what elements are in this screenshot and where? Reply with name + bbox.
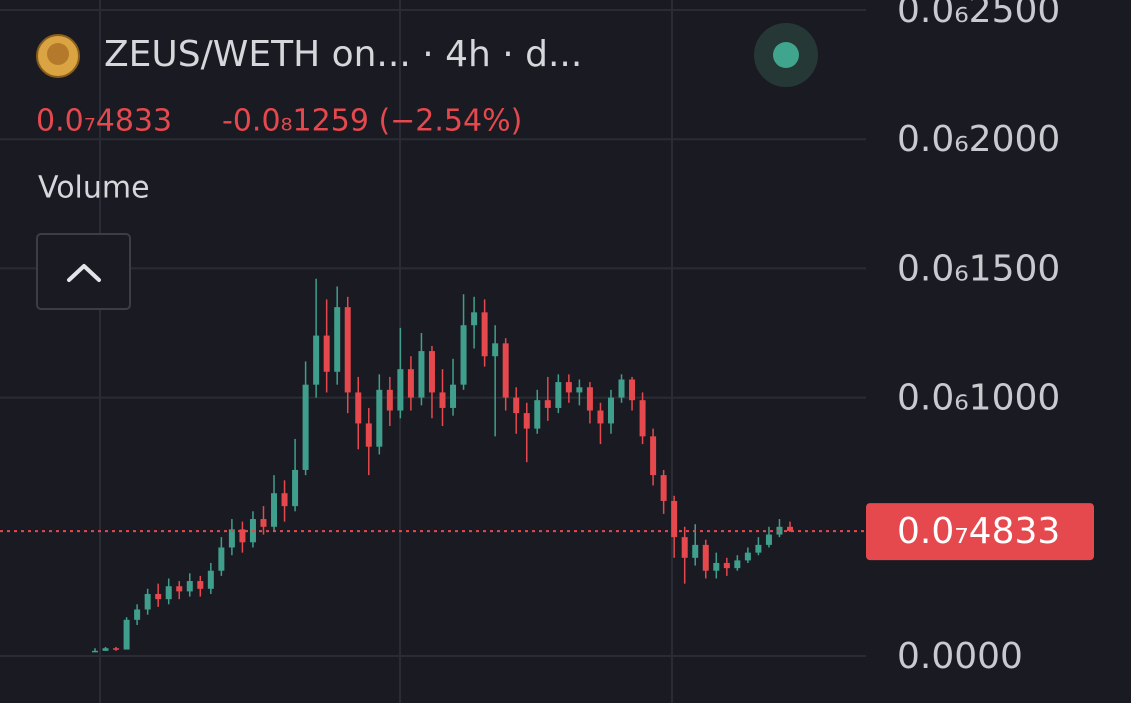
candle-body: [334, 307, 341, 372]
candle-body: [355, 392, 362, 424]
candle-body: [365, 423, 372, 447]
candle-body: [228, 529, 235, 548]
candle-body: [597, 410, 604, 424]
candle-body: [671, 500, 678, 538]
candle-body: [629, 379, 636, 401]
candle-body: [113, 648, 120, 650]
candle-body: [376, 389, 383, 447]
candle-body: [755, 544, 762, 553]
candle-body: [428, 351, 435, 393]
candle-body: [313, 335, 320, 385]
candle-body: [765, 534, 772, 545]
candle-body: [639, 400, 646, 437]
candle-body: [734, 560, 741, 569]
status-dot: [773, 42, 799, 68]
last-price-tag: [866, 503, 1094, 561]
candle-body: [239, 529, 246, 543]
candle-body: [197, 581, 204, 589]
y-tick-label: 0.0000: [897, 636, 1023, 677]
current-price: 0.0₇4833: [36, 104, 172, 139]
candle-body: [407, 369, 414, 398]
chevron-icon: [67, 264, 101, 282]
pair-title: ZEUS/WETH on... · 4h · d...: [104, 34, 582, 75]
candle-body: [186, 581, 193, 592]
indicator-label: Volume: [38, 171, 150, 206]
candle-body: [176, 586, 183, 592]
candle-body: [92, 650, 98, 653]
candle-body: [281, 493, 288, 507]
candle-body: [144, 593, 151, 610]
candle-body: [607, 397, 614, 424]
candle-body: [397, 369, 404, 411]
candle-body: [471, 312, 478, 326]
candle-body: [702, 544, 709, 571]
collapse-button[interactable]: [36, 233, 131, 310]
candle-body: [723, 562, 730, 569]
horizontal-grid: [0, 9, 866, 657]
candle-body: [323, 335, 330, 372]
candle-body: [787, 526, 793, 532]
candle-body: [555, 382, 562, 408]
candle-body: [460, 325, 467, 385]
y-tick-label: 0.0₆1000: [897, 378, 1060, 419]
candle-body: [418, 351, 425, 398]
candle-body: [302, 384, 309, 470]
token-icon-face: [47, 43, 69, 65]
candle-body: [439, 392, 446, 408]
overlay: 0.0₇4833: [0, 503, 1094, 561]
candle-body: [450, 384, 457, 408]
candle-body: [544, 400, 551, 408]
candle-body: [692, 544, 699, 558]
candle-body: [513, 397, 520, 414]
candle-body: [123, 619, 130, 650]
candle-body: [744, 552, 751, 561]
candle-body: [534, 400, 541, 429]
candle-body: [681, 537, 688, 558]
candle-body: [660, 475, 667, 501]
candle-body: [713, 562, 720, 571]
candle-body: [260, 519, 267, 527]
candle-body: [565, 382, 572, 393]
candle-body: [492, 343, 499, 357]
candle-body: [618, 379, 625, 398]
candle-body: [155, 593, 162, 600]
candle-body: [134, 609, 141, 620]
candle-body: [102, 648, 109, 651]
candle-body: [165, 586, 172, 600]
candle-body: [207, 570, 214, 589]
candle-body: [481, 312, 488, 357]
candle-body: [502, 343, 509, 398]
candle-body: [386, 389, 393, 411]
candle-body: [576, 387, 583, 393]
y-tick-label: 0.0₆1500: [897, 248, 1060, 289]
candles: [92, 278, 793, 653]
price-change: -0.0₈1259 (−2.54%): [222, 104, 522, 139]
candle-body: [292, 469, 299, 507]
candle-body: [523, 413, 530, 429]
last-price-label: 0.0₇4833: [897, 511, 1060, 552]
candle-body: [586, 387, 593, 411]
candle-body: [650, 436, 657, 476]
candle-body: [344, 307, 351, 393]
y-tick-label: 0.0₆2000: [897, 119, 1060, 160]
y-tick-label: 0.0₆2500: [897, 0, 1060, 31]
candle-body: [218, 547, 225, 571]
candle-body: [271, 493, 278, 527]
